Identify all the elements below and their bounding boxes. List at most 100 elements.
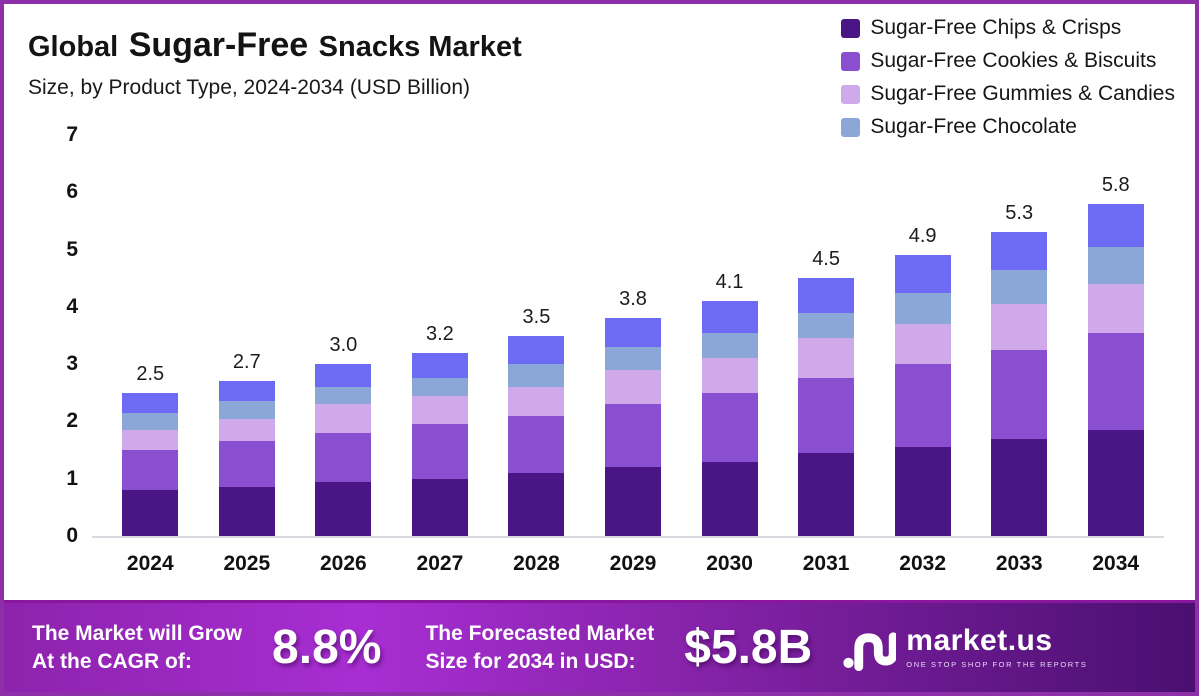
bar-total-label: 4.1 (715, 271, 744, 294)
bar-segment (1087, 430, 1144, 536)
legend-swatch (841, 84, 861, 104)
x-axis-label: 2028 (513, 552, 560, 575)
bar-segment (894, 255, 951, 293)
logo-wordmark: market.us (906, 624, 1053, 657)
bar-2032: 4.9 (894, 225, 951, 536)
y-axis-tick-label: 2 (66, 409, 78, 433)
bar-segment (991, 349, 1048, 439)
logo-text-block: market.us ONE STOP SHOP FOR THE REPORTS (906, 624, 1088, 670)
bar-segment (894, 447, 951, 536)
x-axis-label: 2030 (706, 552, 753, 575)
bar-segment (798, 338, 855, 379)
forecast-value: $5.8B (684, 621, 813, 674)
bar-segment (798, 452, 855, 536)
bar-cell: 3.0 (295, 134, 392, 536)
legend-swatch (841, 51, 861, 71)
bar-segment (991, 303, 1048, 350)
bar-segment (411, 378, 468, 396)
bar-segment (798, 312, 855, 339)
x-axis-label: 2034 (1092, 552, 1140, 575)
legend-label: Sugar-Free Gummies & Candies (870, 82, 1175, 105)
x-axis-label: 2032 (899, 552, 946, 575)
bar-segment (411, 395, 468, 425)
bar-segment (798, 378, 855, 453)
y-axis-tick-label: 1 (66, 466, 78, 490)
bar-2027: 3.2 (411, 323, 468, 536)
chart-legend: Sugar-Free Chips & Crisps Sugar-Free Cook… (841, 16, 1175, 139)
x-axis-label: 2024 (126, 552, 174, 575)
x-axis-label: 2031 (802, 552, 850, 575)
bar-total-label: 4.9 (908, 225, 937, 248)
bar-segment (701, 301, 758, 333)
bar-total-label: 5.8 (1101, 173, 1130, 196)
cagr-label-line1: The Market will Grow (32, 622, 243, 646)
bar-segment (508, 387, 565, 416)
bar-segment (701, 332, 758, 359)
bar-segment (991, 269, 1048, 304)
bar-segment (411, 424, 468, 479)
bar-cell: 3.8 (585, 134, 682, 536)
y-axis-tick-label: 0 (66, 524, 78, 547)
bar-segment (1087, 332, 1144, 430)
legend-item: Sugar-Free Gummies & Candies (841, 82, 1175, 106)
x-axis-label: 2033 (995, 552, 1043, 575)
bar-cell: 3.5 (488, 134, 585, 536)
bar-segment (218, 418, 275, 442)
bar-segment (701, 358, 758, 393)
bar-total-label: 2.7 (232, 351, 261, 374)
bar-segment (605, 318, 661, 347)
bar-segment (508, 472, 565, 536)
bar-2031: 4.5 (798, 248, 855, 536)
bar-segment (411, 478, 468, 536)
title-part-snacks-market: Snacks Market (318, 31, 522, 63)
forecast-label: The Forecasted Market Size for 2034 in U… (425, 620, 654, 675)
bar-total-label: 3.5 (522, 305, 551, 328)
bar-segment (218, 401, 275, 419)
bar-cell: 5.3 (971, 134, 1068, 536)
bar-segment (315, 387, 372, 405)
bar-segment (218, 381, 275, 402)
legend-swatch (841, 18, 861, 38)
bar-segment (1087, 246, 1144, 284)
bar-2030: 4.1 (701, 271, 758, 536)
bar-2024: 2.5 (122, 363, 179, 536)
bar-total-label: 3.8 (619, 288, 647, 311)
cagr-value: 8.8% (272, 621, 382, 674)
legend-item: Sugar-Free Cookies & Biscuits (841, 49, 1175, 73)
x-axis: 2024 2025 2026 2027 2028 2029 2030 2031 2032 2033… (92, 552, 1164, 576)
title-part-sugar-free: Sugar-Free (128, 26, 309, 64)
bar-segment (122, 412, 179, 431)
bar-cell: 3.2 (392, 134, 489, 536)
bar-cell: 4.5 (778, 134, 875, 536)
legend-label: Sugar-Free Chips & Crisps (870, 16, 1122, 39)
market-us-logo: market.us ONE STOP SHOP FOR THE REPORTS (842, 625, 1087, 671)
bar-segment (991, 232, 1048, 270)
bar-segment (1087, 283, 1144, 333)
bar-segment (894, 324, 951, 365)
chart-subtitle: Size, by Product Type, 2024-2034 (USD Bi… (28, 76, 471, 99)
page-title: Global Sugar-Free Snacks Market (28, 26, 522, 65)
bar-2028: 3.5 (508, 306, 565, 536)
bar-total-label: 3.0 (329, 334, 358, 357)
legend-label: Sugar-Free Chocolate (870, 115, 1077, 138)
bar-segment (605, 467, 661, 536)
bar-2029: 3.8 (605, 288, 661, 536)
bar-segment (605, 404, 661, 468)
bar-total-label: 2.5 (136, 362, 165, 385)
y-axis-tick-label: 5 (66, 237, 78, 261)
bar-segment (122, 450, 179, 491)
bar-segment (991, 438, 1048, 536)
bar-segment (218, 487, 275, 536)
y-axis-tick-label: 7 (66, 122, 78, 146)
logo-tagline: ONE STOP SHOP FOR THE REPORTS (906, 660, 1088, 669)
bar-segment (1087, 203, 1144, 247)
bar-segment (508, 364, 565, 388)
y-axis-tick-label: 3 (66, 352, 78, 376)
plot-area: 2.5 2.7 3.0 3.2 3.5 3.8 4.1 4.5 4.9 5.3 5.8 (92, 134, 1164, 538)
bar-segment (122, 392, 179, 413)
bars-row: 2.5 2.7 3.0 3.2 3.5 3.8 4.1 4.5 4.9 5.3 5.8 (92, 134, 1164, 536)
forecast-label-line1: The Forecasted Market (425, 622, 655, 646)
bar-total-label: 5.3 (1005, 202, 1034, 225)
bar-segment (701, 392, 758, 462)
